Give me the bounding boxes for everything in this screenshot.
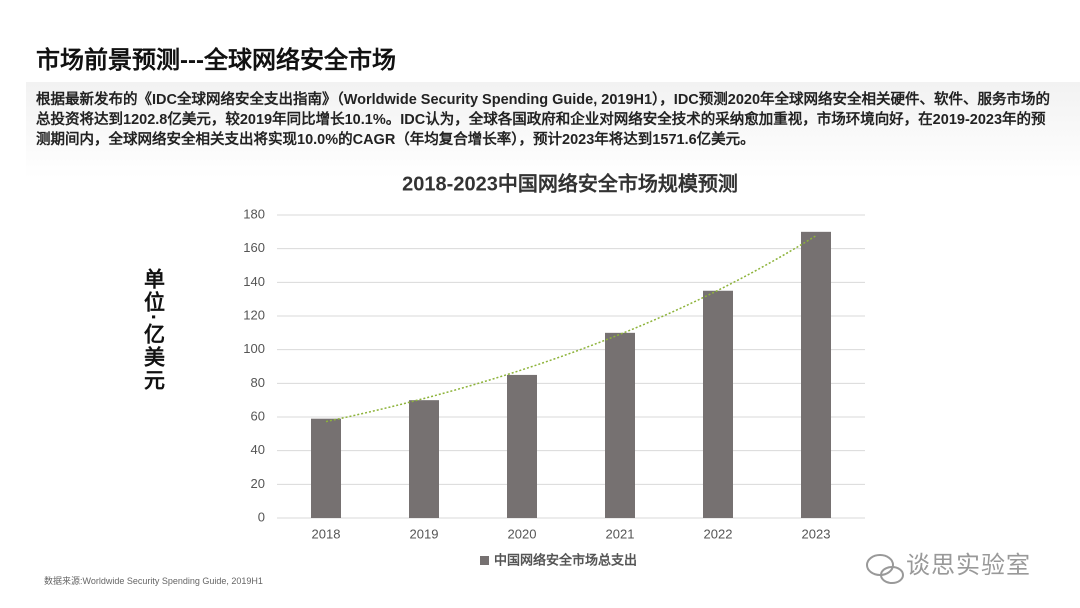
slide-title: 市场前景预测---全球网络安全市场 (36, 47, 396, 74)
y-tick-label: 80 (251, 375, 265, 390)
x-tick-label: 2022 (704, 526, 733, 541)
x-tick-label: 2020 (508, 526, 537, 541)
x-tick-label: 2019 (410, 526, 439, 541)
bar (801, 231, 831, 519)
paragraph: 根据最新发布的《IDC全球网络安全支出指南》（Worldwide Securit… (36, 92, 1051, 148)
watermark: 谈思实验室 (906, 552, 1031, 579)
y-tick-label: 100 (243, 341, 265, 356)
y-tick-label: 20 (251, 476, 265, 491)
y-axis-label: 单位·亿美元 (141, 267, 165, 392)
y-tick-label: 140 (243, 274, 265, 289)
legend-label: 中国网络安全市场总支出 (494, 552, 637, 567)
bar (311, 418, 341, 518)
bar (703, 290, 733, 518)
x-tick-label: 2021 (606, 526, 635, 541)
y-tick-label: 180 (243, 206, 265, 221)
y-tick-label: 120 (243, 307, 265, 322)
trendline (325, 235, 817, 423)
wechat-icon (866, 554, 904, 584)
x-tick-label: 2018 (312, 526, 341, 541)
y-tick-label: 0 (258, 509, 265, 524)
x-tick-label: 2023 (802, 526, 831, 541)
y-tick-label: 160 (243, 240, 265, 255)
bar (507, 374, 537, 518)
bar (605, 332, 635, 518)
y-tick-label: 40 (251, 442, 265, 457)
y-tick-label: 60 (251, 408, 265, 423)
legend-swatch (480, 556, 489, 565)
bar (409, 400, 439, 518)
text-band (26, 82, 1080, 178)
chart-title: 2018-2023中国网络安全市场规模预测 (402, 171, 738, 195)
source-note: 数据来源:Worldwide Security Spending Guide, … (44, 576, 263, 586)
